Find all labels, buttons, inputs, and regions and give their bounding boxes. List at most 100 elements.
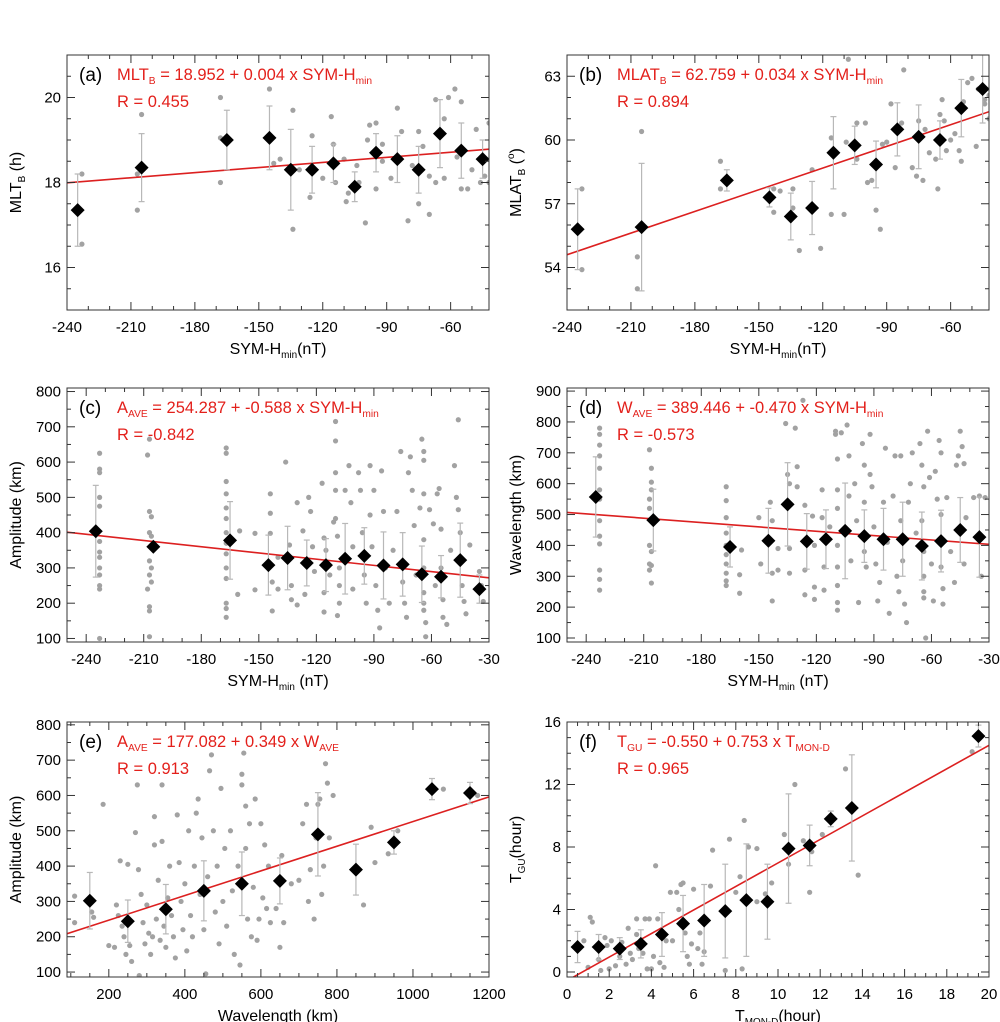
scatter-point: [300, 528, 306, 534]
mean-diamond: [612, 941, 627, 956]
scatter-point: [901, 67, 907, 73]
scatter-point: [231, 951, 237, 957]
scatter-point: [921, 595, 927, 601]
scatter-point: [783, 420, 789, 427]
scatter-point: [426, 211, 432, 217]
scatter-point: [144, 902, 150, 908]
scatter-point: [921, 589, 927, 595]
scatter-point: [769, 880, 775, 886]
scatter-point: [288, 582, 295, 589]
x-axis-title: SYM-Hmin(nT): [230, 341, 327, 361]
scatter-point: [838, 430, 844, 436]
scatter-point: [843, 139, 849, 145]
scatter-point: [862, 120, 868, 126]
ticks: [566, 388, 990, 642]
y-axis-title: MLTB (h): [8, 152, 28, 213]
y-axis-title: Amplitude (km): [8, 461, 25, 569]
scatter-point: [948, 137, 954, 143]
scatter-point: [754, 845, 760, 852]
mean-diamond: [760, 894, 775, 909]
scatter-point: [952, 131, 958, 137]
y-tick-label: 500: [536, 507, 561, 524]
mean-diamond: [972, 530, 987, 545]
scatter-point: [809, 513, 816, 519]
scatter-point: [244, 916, 251, 922]
scatter-point: [136, 972, 142, 977]
scatter-point: [909, 450, 915, 456]
panel-label: (a): [79, 65, 102, 86]
scatter-point: [421, 590, 427, 596]
scatter-point: [111, 944, 118, 950]
scatter-point: [737, 590, 743, 596]
scatter-point: [91, 914, 97, 920]
x-tick-label: 1200: [472, 986, 505, 1003]
y-tick-label: 400: [36, 525, 61, 542]
scatter-point: [769, 570, 775, 576]
scatter-point: [971, 494, 977, 501]
scatter-point: [943, 148, 949, 154]
y-tick-label: 200: [536, 599, 561, 616]
scatter-point: [237, 528, 243, 534]
subscript: MON-D: [745, 1017, 779, 1022]
mean-diamond: [634, 220, 649, 235]
scatter-point: [756, 515, 762, 521]
scatter-point: [913, 173, 920, 179]
scatter-point: [921, 573, 927, 579]
x-tick-label: -60: [921, 651, 943, 668]
subscript: min: [362, 409, 379, 420]
panel-label: (f): [579, 732, 597, 753]
scatter-point: [969, 75, 975, 81]
scatter-point: [420, 143, 426, 149]
scatter-point: [146, 508, 153, 515]
scatter-point: [959, 444, 965, 450]
mean-diamond: [676, 916, 691, 931]
scatter-point: [235, 863, 241, 869]
scatter-point: [342, 487, 348, 493]
scatter-point: [72, 893, 78, 899]
scatter-point: [127, 942, 133, 949]
scatter-point: [223, 450, 229, 456]
scatter-point: [269, 579, 275, 585]
fit-line: [67, 796, 489, 935]
regression-equation: WAVE = 389.446 + -0.470 x SYM-Hmin: [617, 399, 884, 420]
mean-diamond: [971, 729, 986, 744]
text-run: W: [617, 399, 633, 417]
x-tick-label: -90: [876, 319, 898, 336]
scatter-point: [452, 86, 458, 92]
scatter-point: [921, 484, 927, 490]
scatter-point: [206, 768, 213, 774]
scatter-point: [453, 494, 459, 500]
x-tick-label: -180: [686, 651, 716, 668]
scatter-point: [372, 859, 378, 866]
scatter-point: [146, 608, 153, 614]
scatter-point: [834, 582, 841, 589]
scatter-point: [148, 579, 154, 585]
scatter-point: [871, 524, 877, 530]
scatter-point: [138, 111, 145, 118]
scatter-point: [283, 459, 289, 465]
scatter-point: [440, 786, 446, 792]
fit-line: [567, 511, 989, 546]
scatter-point: [288, 597, 295, 603]
subscript: min: [781, 350, 797, 361]
scatter-point: [380, 508, 387, 515]
mean-diamond: [88, 524, 103, 539]
scatter-point: [602, 935, 608, 941]
mean-diamond: [82, 893, 97, 908]
y-tick-label: 600: [36, 454, 61, 471]
mean-diamond: [953, 522, 968, 537]
scatter-point: [134, 171, 140, 177]
scatter-point: [438, 526, 444, 532]
mean-diamond: [432, 126, 447, 141]
scatter-point: [775, 567, 781, 573]
x-tick-label: -210: [616, 319, 646, 336]
scatter-point: [354, 162, 360, 169]
mean-diamond: [318, 558, 333, 573]
text-run: = 254.287 + -0.588 x SYM-H: [148, 399, 363, 417]
scatter-point: [841, 211, 847, 217]
scatter-point: [182, 881, 188, 887]
scatter-point: [674, 889, 680, 895]
mean-diamond: [781, 841, 796, 856]
mean-diamond: [196, 883, 211, 898]
scatter-point: [377, 625, 383, 631]
